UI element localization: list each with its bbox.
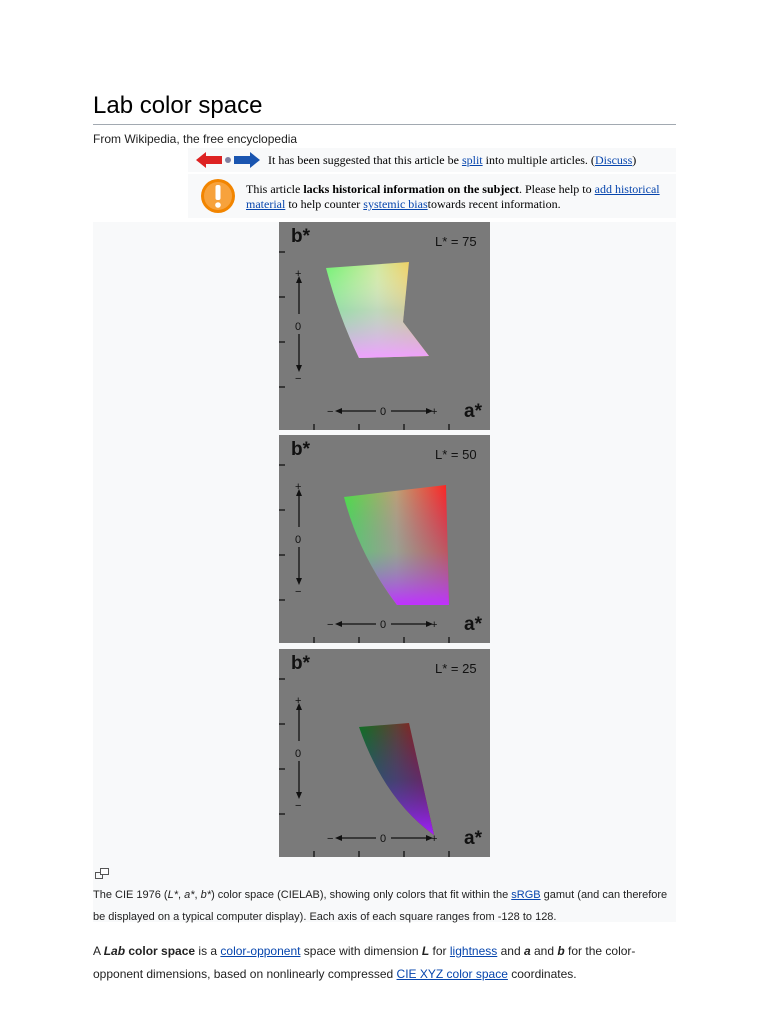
warning-icon [201, 179, 235, 213]
hist-text-4: towards recent information. [427, 197, 561, 211]
caption-a: a* [184, 889, 195, 901]
split-notice-text: It has been suggested that this article … [268, 153, 636, 168]
hist-text-2: . Please help to [518, 182, 595, 196]
hist-bold: lacks historical information on the subj… [303, 182, 519, 196]
lab-panel-25[interactable]: b* L* = 25 a* + 0 − − 0 + [279, 649, 490, 857]
l-label-75: L* = 75 [435, 234, 477, 249]
lead-b: b [557, 944, 565, 958]
lead-text-3: space with dimension [300, 944, 422, 958]
lead-L: L [421, 944, 430, 958]
x-minus-25: − [327, 833, 333, 845]
split-text-1: It has been suggested that this article … [268, 153, 462, 167]
split-text-2: into multiple articles. ( [482, 153, 595, 167]
lab-panel-75[interactable]: b* L* = 75 a* + 0 − − 0 + [279, 222, 490, 430]
lab-panel-50-svg: b* L* = 50 a* + 0 − − 0 + [279, 439, 483, 643]
caption-comma-2: , [194, 889, 201, 901]
historical-notice-text: This article lacks historical informatio… [246, 182, 666, 212]
caption-text-3: gamut (and can therefore be displayed on… [93, 889, 668, 923]
y-axis-label-50: b* [291, 439, 311, 460]
lead-text-5: and [497, 944, 524, 958]
lead-a: a [523, 944, 531, 958]
x-axis-label-75: a* [464, 401, 483, 422]
y-axis-label-25: b* [291, 653, 311, 674]
caption-text-1: The CIE 1976 ( [93, 889, 168, 901]
y-zero-25: 0 [295, 748, 301, 760]
split-link[interactable]: split [461, 153, 483, 167]
y-minus-50: − [295, 586, 301, 598]
lead-text-1: A [93, 944, 104, 958]
lead-text-8: coordinates. [507, 967, 577, 981]
hist-text-3: to help counter [285, 197, 364, 211]
y-zero-50: 0 [295, 534, 301, 546]
cie-xyz-link[interactable]: CIE XYZ color space [396, 967, 508, 981]
y-plus-25: + [295, 695, 301, 707]
x-minus-75: − [327, 406, 333, 418]
l-label-25: L* = 25 [435, 661, 477, 676]
lead-text-2: is a [195, 944, 221, 958]
lead-color-space: color space [125, 944, 196, 958]
split-text-3: ) [632, 153, 637, 167]
lab-panel-75-svg: b* L* = 75 a* + 0 − − 0 + [279, 226, 483, 430]
split-notice: It has been suggested that this article … [188, 148, 676, 172]
l-label-50: L* = 50 [435, 447, 477, 462]
lead-text-6: and [530, 944, 558, 958]
srgb-link[interactable]: sRGB [511, 889, 541, 901]
enlarge-icon[interactable] [95, 868, 109, 880]
color-opponent-link[interactable]: color-opponent [220, 944, 301, 958]
y-zero-75: 0 [295, 321, 301, 333]
y-minus-25: − [295, 800, 301, 812]
x-axis-label-50: a* [464, 614, 483, 635]
split-arrows-icon [196, 152, 260, 168]
lab-panel-50[interactable]: b* L* = 50 a* + 0 − − 0 + [279, 435, 490, 643]
discuss-link[interactable]: Discuss [594, 153, 633, 167]
lead-paragraph: A Lab color space is a color-opponent sp… [93, 940, 676, 986]
x-zero-75: 0 [380, 406, 386, 418]
hist-text-1: This article [246, 182, 304, 196]
page-title: Lab color space [93, 92, 676, 125]
lead-text-4: for [429, 944, 450, 958]
x-plus-50: + [431, 619, 437, 631]
caption-L: L* [167, 889, 178, 901]
y-plus-50: + [295, 481, 301, 493]
systemic-bias-link[interactable]: systemic bias [363, 197, 428, 211]
lead-text-7: for the color-opponent dimensions, based… [93, 944, 636, 981]
caption-b: b* [200, 889, 212, 901]
x-axis-label-25: a* [464, 828, 483, 849]
x-minus-50: − [327, 619, 333, 631]
add-historical-link[interactable]: add historical material [246, 182, 660, 211]
lab-panel-25-svg: b* L* = 25 a* + 0 − − 0 + [279, 653, 483, 857]
caption-comma-1: , [178, 889, 185, 901]
x-plus-75: + [431, 406, 437, 418]
y-minus-75: − [295, 373, 301, 385]
figure-caption: The CIE 1976 (L*, a*, b*) color space (C… [93, 884, 673, 928]
site-tagline: From Wikipedia, the free encyclopedia [93, 132, 298, 146]
y-axis-label-75: b* [291, 226, 311, 247]
caption-text-2: ) color space (CIELAB), showing only col… [211, 889, 512, 901]
lightness-link[interactable]: lightness [449, 944, 498, 958]
historical-notice: This article lacks historical informatio… [188, 174, 676, 218]
x-zero-25: 0 [380, 833, 386, 845]
x-zero-50: 0 [380, 619, 386, 631]
y-plus-75: + [295, 268, 301, 280]
lead-lab: Lab [103, 944, 126, 958]
x-plus-25: + [431, 833, 437, 845]
